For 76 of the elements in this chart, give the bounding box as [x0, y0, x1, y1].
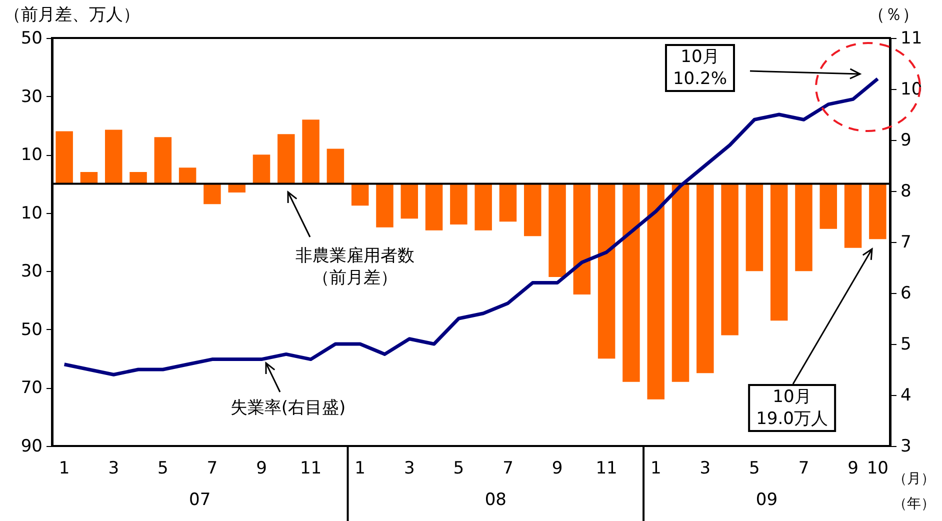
y-tick-label: 70 [20, 378, 42, 398]
bar [795, 184, 812, 272]
y-tick-label: 30 [20, 86, 42, 107]
text: （年） [893, 495, 935, 514]
y-tick-label: 10 [20, 203, 42, 224]
x-tick-label: 9 [848, 458, 858, 478]
bar [376, 184, 394, 228]
y2-tick-label: 3 [900, 436, 912, 456]
bar [573, 184, 591, 294]
bar [647, 184, 664, 400]
bar [425, 184, 443, 230]
x-tick-label: 1 [650, 458, 662, 478]
x-tick-label: 9 [256, 458, 267, 478]
bar [844, 184, 862, 248]
bar [302, 120, 320, 184]
bar [820, 184, 838, 229]
y-tick-label: 90 [20, 436, 42, 456]
y-tick-label: 50 [20, 320, 42, 340]
y2-tick-label: 8 [900, 182, 912, 202]
bar [770, 184, 788, 321]
y2-tick-label: 7 [900, 232, 912, 252]
text: 09 [756, 489, 778, 512]
y2-tick-label: 5 [900, 334, 912, 354]
x-tick-label: 9 [552, 458, 563, 478]
x-tick-label: 11 [300, 458, 322, 478]
bar [450, 184, 468, 225]
bar [56, 131, 73, 184]
x-tick-label: 1 [354, 458, 366, 478]
x-tick-label: 7 [502, 458, 514, 478]
bar [400, 184, 418, 219]
annotation: 非農業雇用者数（前月差） [294, 245, 416, 290]
y-tick-label: 10 [20, 145, 42, 166]
y-axis-title: （前月差、万人） [4, 4, 140, 26]
annotation: 10月 19.0万人 [748, 384, 836, 432]
bar [869, 184, 886, 240]
bar [746, 184, 764, 272]
x-tick-label: 3 [404, 458, 415, 478]
annotation: 10月 10.2% [664, 44, 736, 92]
bar [672, 184, 690, 382]
bar [548, 184, 566, 277]
annotation: 失業率(右目盛) [230, 397, 346, 420]
y2-tick-label: 4 [900, 386, 912, 406]
bar [474, 184, 492, 230]
bar [326, 148, 344, 184]
bar [278, 134, 295, 184]
y-tick-label: 50 [20, 28, 42, 48]
x-tick-label: 5 [158, 458, 168, 478]
y2-tick-label: 6 [900, 284, 912, 304]
y2-axis-title: （％） [868, 4, 919, 26]
y2-tick-label: 9 [900, 130, 912, 150]
x-tick-label: 5 [453, 458, 464, 478]
bar [598, 184, 616, 359]
bar [104, 130, 122, 184]
bar [622, 184, 640, 382]
text: 08 [484, 489, 506, 512]
bar [721, 184, 738, 336]
y-tick-label: 30 [20, 262, 42, 282]
bar [178, 168, 196, 184]
x-tick-label: 7 [206, 458, 218, 478]
x-tick-label: 1 [58, 458, 70, 478]
x-tick-label: 3 [108, 458, 120, 478]
text: 07 [189, 489, 211, 512]
x-tick-label: 11 [596, 458, 618, 478]
x-axis-title: （月） [893, 470, 935, 488]
x-tick-label: 5 [749, 458, 760, 478]
x-tick-label: 10 [866, 458, 888, 478]
bar [252, 154, 270, 184]
bar [499, 184, 517, 222]
bar [524, 184, 542, 236]
bar [696, 184, 714, 374]
bar [351, 184, 369, 206]
bar [204, 184, 221, 204]
bar [154, 137, 172, 184]
x-tick-label: 7 [798, 458, 810, 478]
x-tick-label: 3 [700, 458, 711, 478]
y2-tick-label: 11 [900, 28, 922, 48]
